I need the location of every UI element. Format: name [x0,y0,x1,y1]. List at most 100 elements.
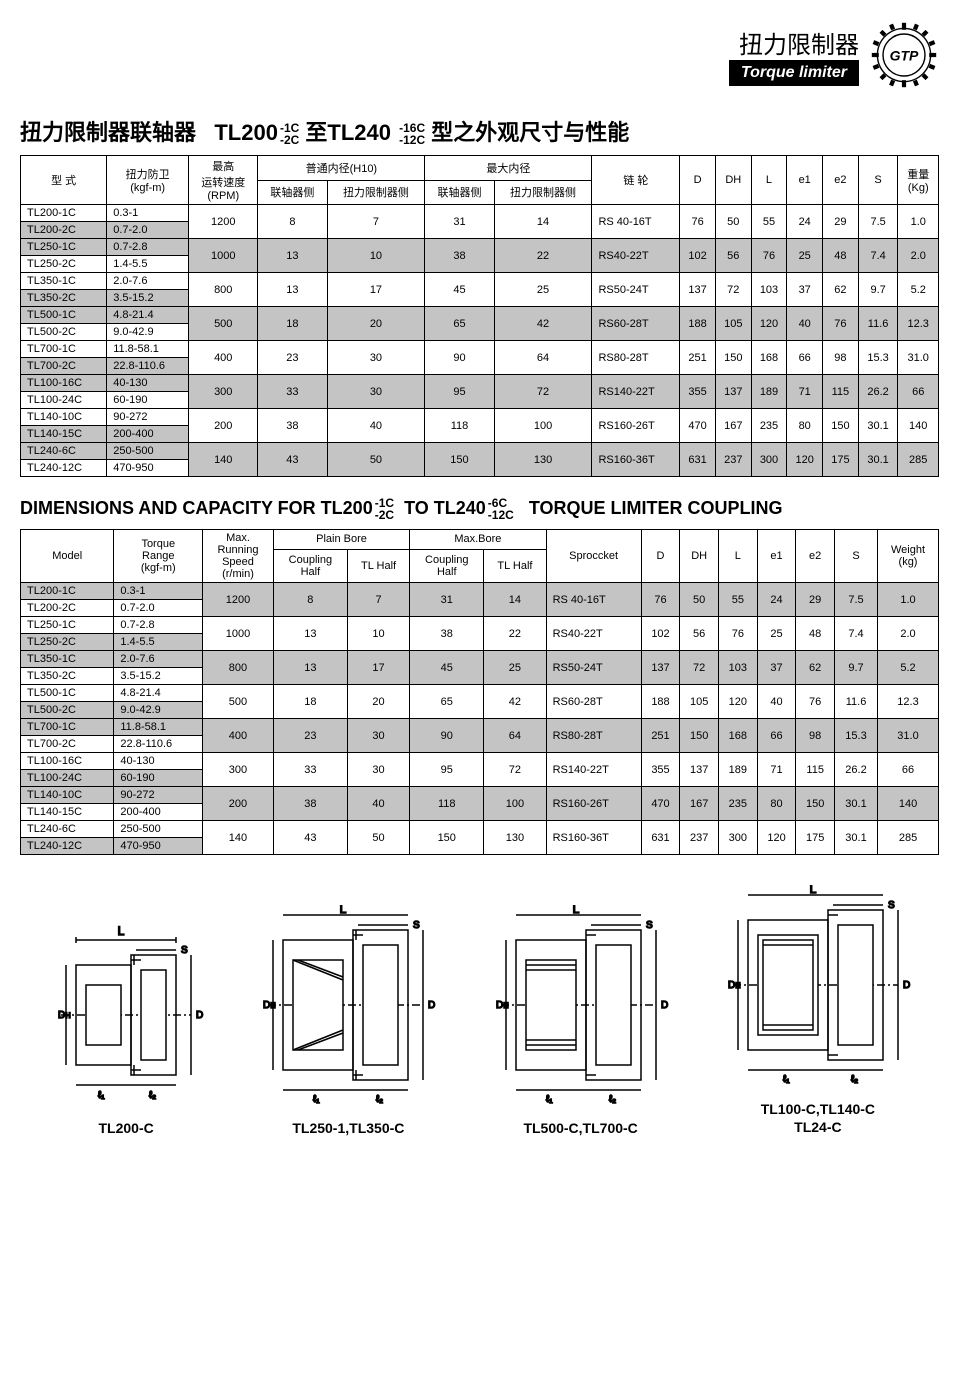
cell-s: 15.3 [858,341,898,375]
cell-mbt: 42 [494,307,592,341]
cell-pbt: 17 [327,273,425,307]
cell-dh: 56 [680,617,719,651]
cell-model: TL700-2C [21,358,107,375]
table-row: TL250-1C0.7-2.8100013103822RS40-22T10256… [21,239,939,256]
cell-model: TL100-16C [21,375,107,392]
cell-mbt: 25 [484,651,546,685]
cell-wt: 1.0 [898,205,939,239]
cell-s: 9.7 [858,273,898,307]
diagram-label: TL100-C,TL140-CTL24-C [723,1100,913,1136]
col-torque: TorqueRange(kgf-m) [114,530,203,583]
cell-mbc: 90 [410,719,484,753]
cell-torque: 250-500 [114,821,203,838]
cell-mbc: 95 [425,375,494,409]
cell-model: TL240-6C [21,821,114,838]
col-weight: Weight(kg) [878,530,939,583]
cell-torque: 2.0-7.6 [114,651,203,668]
cell-dh: 167 [680,787,719,821]
cell-e2: 29 [796,583,835,617]
cell-l: 76 [719,617,758,651]
cell-torque: 470-950 [114,838,203,855]
cell-pbt: 7 [347,583,409,617]
cell-l: 120 [751,307,787,341]
cell-rpm: 300 [203,753,274,787]
cell-l: 189 [751,375,787,409]
cell-wt: 66 [878,753,939,787]
cell-e2: 115 [796,753,835,787]
col-e2: e2 [796,530,835,583]
cell-pbt: 50 [347,821,409,855]
cell-mbt: 100 [494,409,592,443]
cell-l: 189 [719,753,758,787]
cell-pbc: 18 [258,307,327,341]
col-l: L [751,156,787,205]
cell-e1: 25 [757,617,796,651]
cell-torque: 200-400 [114,804,203,821]
col-dh: DH [680,530,719,583]
cell-dh: 50 [680,583,719,617]
cell-dh: 237 [715,443,751,477]
cell-e2: 48 [823,239,859,273]
cell-l: 120 [719,685,758,719]
cell-spr: RS160-36T [546,821,641,855]
cell-model: TL700-2C [21,736,114,753]
cell-pbt: 17 [347,651,409,685]
diagram-label: TL250-1,TL350-C [258,1120,438,1136]
cell-mbc: 150 [425,443,494,477]
cell-torque: 3.5-15.2 [107,290,189,307]
table-row: TL200-1C0.3-11200873114RS 40-16T76505524… [21,583,939,600]
svg-text:S: S [181,945,188,956]
cell-wt: 5.2 [878,651,939,685]
cell-d: 631 [680,443,716,477]
cell-mbt: 14 [484,583,546,617]
cell-wt: 5.2 [898,273,939,307]
cell-torque: 22.8-110.6 [114,736,203,753]
col-e1: e1 [757,530,796,583]
cell-pbc: 43 [273,821,347,855]
cell-e1: 24 [787,205,823,239]
svg-text:ℓ₂: ℓ₂ [376,1094,383,1105]
svg-text:L: L [572,905,579,916]
cell-spr: RS60-28T [592,307,680,341]
table-row: TL500-1C4.8-21.450018206542RS60-28T18810… [21,307,939,324]
col-weight: 重量(Kg) [898,156,939,205]
cell-torque: 1.4-5.5 [107,256,189,273]
cell-mbt: 72 [484,753,546,787]
cell-spr: RS40-22T [592,239,680,273]
cell-s: 7.5 [858,205,898,239]
diagram-tl200: L S Dн D ℓ₁ ℓ₂ TL200-C [46,925,206,1136]
col-sprocket: 链 轮 [592,156,680,205]
table-row: TL140-10C90-2722003840118100RS160-26T470… [21,787,939,804]
cell-model: TL350-1C [21,273,107,290]
cell-dh: 72 [680,651,719,685]
cell-wt: 31.0 [878,719,939,753]
cell-pbt: 40 [347,787,409,821]
svg-text:S: S [413,920,420,931]
col-tl-half: TL Half [347,549,409,582]
cell-mbt: 130 [484,821,546,855]
table-row: TL350-1C2.0-7.680013174525RS50-24T137721… [21,273,939,290]
cell-pbt: 50 [327,443,425,477]
svg-text:Dн: Dн [728,980,741,991]
cell-pbc: 23 [258,341,327,375]
cell-mbt: 14 [494,205,592,239]
cell-s: 7.4 [835,617,878,651]
cell-e1: 25 [787,239,823,273]
cell-pbc: 8 [258,205,327,239]
svg-text:Dн: Dн [58,1010,71,1021]
cell-mbc: 65 [425,307,494,341]
cell-e1: 40 [787,307,823,341]
header-english: Torque limiter [729,60,859,86]
cell-pbt: 30 [347,753,409,787]
cell-l: 168 [751,341,787,375]
svg-text:L: L [118,925,125,938]
cell-spr: RS160-26T [592,409,680,443]
cell-model: TL140-15C [21,426,107,443]
cell-dh: 150 [680,719,719,753]
cell-e2: 115 [823,375,859,409]
cell-s: 26.2 [858,375,898,409]
cell-spr: RS140-22T [592,375,680,409]
cell-torque: 40-130 [114,753,203,770]
cell-dh: 167 [715,409,751,443]
cell-model: TL140-15C [21,804,114,821]
